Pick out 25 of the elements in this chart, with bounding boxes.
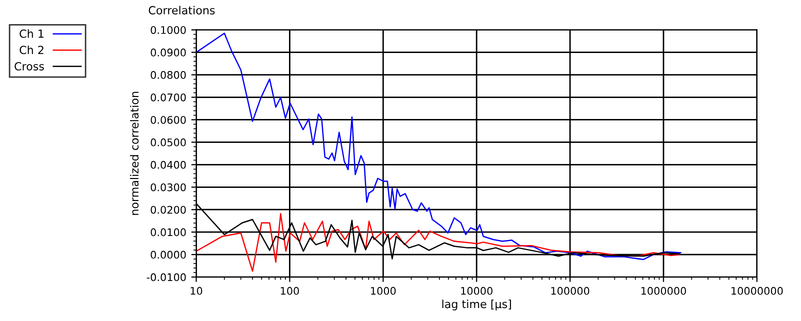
y-tick-label: 0.1000 — [150, 26, 186, 34]
y-tick-label: -0.0100 — [146, 273, 186, 282]
x-axis-title: lag time [µs] — [442, 300, 511, 310]
y-tick-label: 0.0700 — [150, 93, 186, 102]
legend-label: Ch 2 — [20, 46, 44, 54]
x-tick-label: 100 — [280, 286, 299, 295]
chart-title: Correlations — [148, 6, 215, 14]
x-tick-label: 10 — [190, 286, 202, 295]
x-tick-label: 1000000 — [641, 286, 686, 295]
x-tick-label: 1000 — [371, 286, 396, 295]
x-tick-label: 10000000 — [732, 286, 783, 295]
y-tick-label: 0.0100 — [150, 228, 186, 236]
x-tick-label: 100000 — [551, 286, 590, 295]
y-tick-label: 0.0900 — [150, 48, 186, 56]
y-tick-label: 0.0300 — [150, 183, 186, 192]
y-tick-label: 0.0600 — [150, 116, 186, 124]
x-tick-label: 10000 — [461, 286, 492, 295]
y-tick-label: 0.0400 — [150, 160, 186, 169]
y-axis-title: normalized correlation — [130, 92, 139, 215]
legend-label: Cross — [14, 62, 44, 70]
y-tick-label: 0.0000 — [150, 250, 186, 259]
y-tick-label: 0.0500 — [150, 138, 186, 146]
y-tick-label: 0.0800 — [150, 71, 186, 79]
y-tick-label: 0.0200 — [150, 206, 186, 214]
legend-label: Ch 1 — [20, 29, 44, 38]
